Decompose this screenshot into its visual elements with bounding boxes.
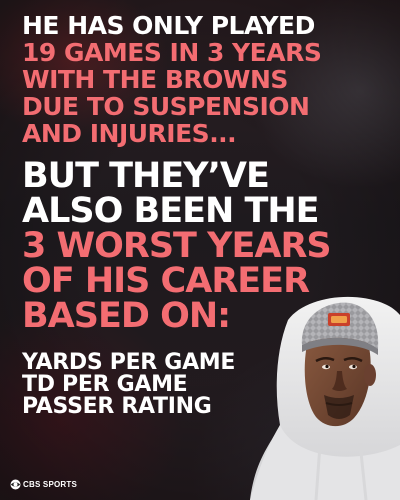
headline-block-games: HE HAS ONLY PLAYED 19 GAMES IN 3 YEARS W… — [22, 12, 392, 147]
brand-name: CBS SPORTS — [23, 480, 78, 489]
headline-line: 19 GAMES IN 3 YEARS — [22, 38, 322, 67]
cbs-eye-icon — [10, 479, 21, 490]
stat-item: YARDS PER GAME — [22, 350, 236, 375]
cbs-sports-logo: CBS SPORTS — [10, 479, 77, 490]
headline-line: AND INJURIES... — [22, 119, 237, 148]
player-photo — [250, 296, 400, 500]
stat-list: YARDS PER GAME TD PER GAME PASSER RATING — [22, 352, 392, 418]
stat-item: PASSER RATING — [22, 394, 212, 419]
headline-line: BUT THEY’VE — [22, 156, 270, 196]
headline-line: HE HAS ONLY PLAYED — [22, 11, 315, 40]
headline-line: ALSO BEEN THE — [22, 191, 320, 231]
headline-line: 3 WORST YEARS — [22, 226, 332, 266]
headline-block-worst-years: BUT THEY’VE ALSO BEEN THE 3 WORST YEARS … — [22, 159, 392, 334]
headline-line: BASED ON: — [22, 296, 231, 336]
headline-line: WITH THE BROWNS — [22, 65, 288, 94]
stat-item: TD PER GAME — [22, 372, 188, 397]
headline-line: OF HIS CAREER — [22, 261, 310, 301]
headline-line: DUE TO SUSPENSION — [22, 92, 310, 121]
headline: HE HAS ONLY PLAYED 19 GAMES IN 3 YEARS W… — [22, 12, 392, 418]
